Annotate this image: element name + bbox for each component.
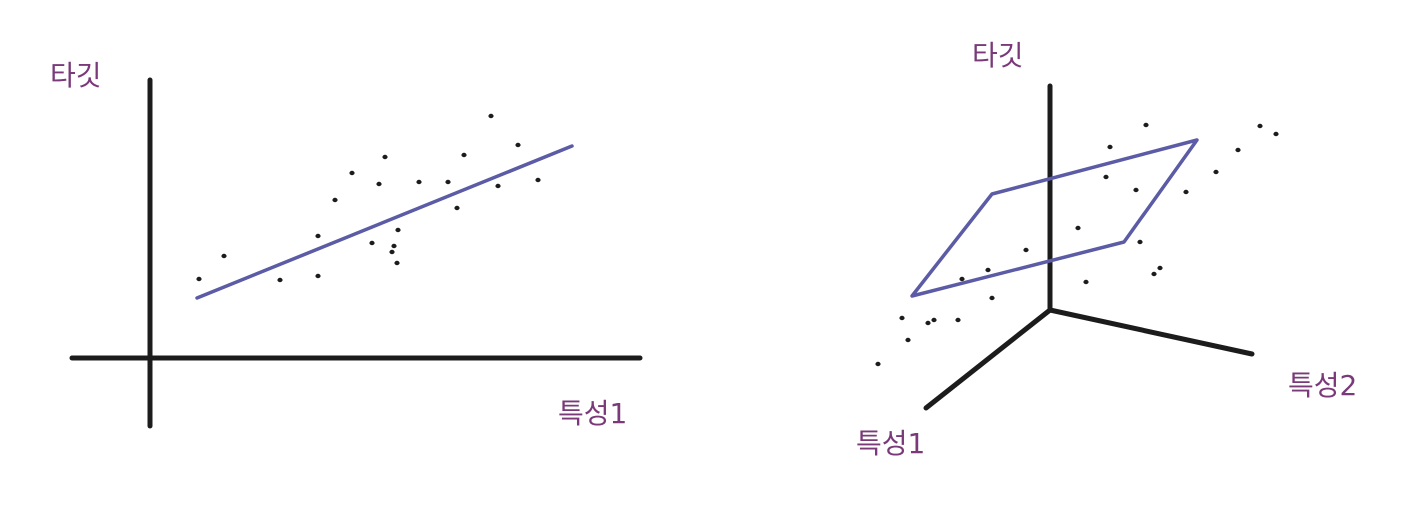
right-data-point: [1133, 187, 1139, 193]
right-data-point: [1273, 131, 1279, 137]
left-data-point: [349, 170, 355, 176]
right-data-points: [875, 122, 1279, 367]
right-data-point: [1183, 189, 1189, 195]
right-feature1-axis-label: 특성1: [856, 427, 926, 460]
right-z-axis-label: 타깃: [972, 39, 1024, 72]
left-data-point: [369, 240, 375, 246]
right-data-point: [905, 337, 911, 343]
right-data-point: [955, 317, 961, 323]
left-data-point: [454, 205, 460, 211]
left-data-point: [535, 177, 541, 183]
right-data-point: [1151, 271, 1157, 277]
right-data-point: [1083, 279, 1089, 285]
right-data-point: [1075, 225, 1081, 231]
right-data-point: [989, 295, 995, 301]
right-data-point: [1235, 147, 1241, 153]
left-data-points: [196, 113, 541, 283]
right-data-point: [1213, 169, 1219, 175]
right-regression-plane: [910, 138, 1199, 298]
right-data-point: [1023, 247, 1029, 253]
right-data-point: [959, 276, 965, 282]
right-feature1-axis: [923, 307, 1053, 411]
left-data-point: [488, 113, 494, 119]
left-data-point: [495, 183, 501, 189]
left-data-point: [376, 181, 382, 187]
right-data-point: [1157, 265, 1163, 271]
left-data-point: [277, 277, 283, 283]
left-data-point: [221, 253, 227, 259]
left-data-point: [196, 276, 202, 282]
left-data-point: [461, 152, 467, 158]
left-data-point: [391, 243, 397, 249]
left-data-point: [315, 273, 321, 279]
right-data-point: [1107, 144, 1113, 150]
left-data-point: [389, 249, 395, 255]
left-data-point: [315, 233, 321, 239]
left-data-point: [395, 227, 401, 233]
left-data-point: [445, 179, 451, 185]
right-data-point: [1143, 122, 1149, 128]
right-data-point: [925, 320, 931, 326]
left-data-point: [394, 260, 400, 266]
right-data-point: [985, 267, 991, 273]
right-data-point: [899, 315, 905, 321]
left-x-axis-label: 특성1: [558, 397, 628, 430]
left-data-point: [332, 197, 338, 203]
left-y-axis-label: 타깃: [50, 59, 102, 92]
right-data-point: [1137, 239, 1143, 245]
left-panel: [69, 77, 643, 429]
right-feature2-axis: [1047, 307, 1255, 357]
right-data-point: [1257, 123, 1263, 129]
right-feature2-axis-label: 특성2: [1288, 369, 1358, 402]
right-data-point: [875, 361, 881, 367]
right-data-point: [931, 317, 937, 323]
left-data-point: [382, 154, 388, 160]
left-regression-line: [195, 144, 574, 300]
right-data-point: [1103, 174, 1109, 180]
left-data-point: [416, 179, 422, 185]
left-data-point: [515, 142, 521, 148]
right-panel: [875, 83, 1279, 411]
